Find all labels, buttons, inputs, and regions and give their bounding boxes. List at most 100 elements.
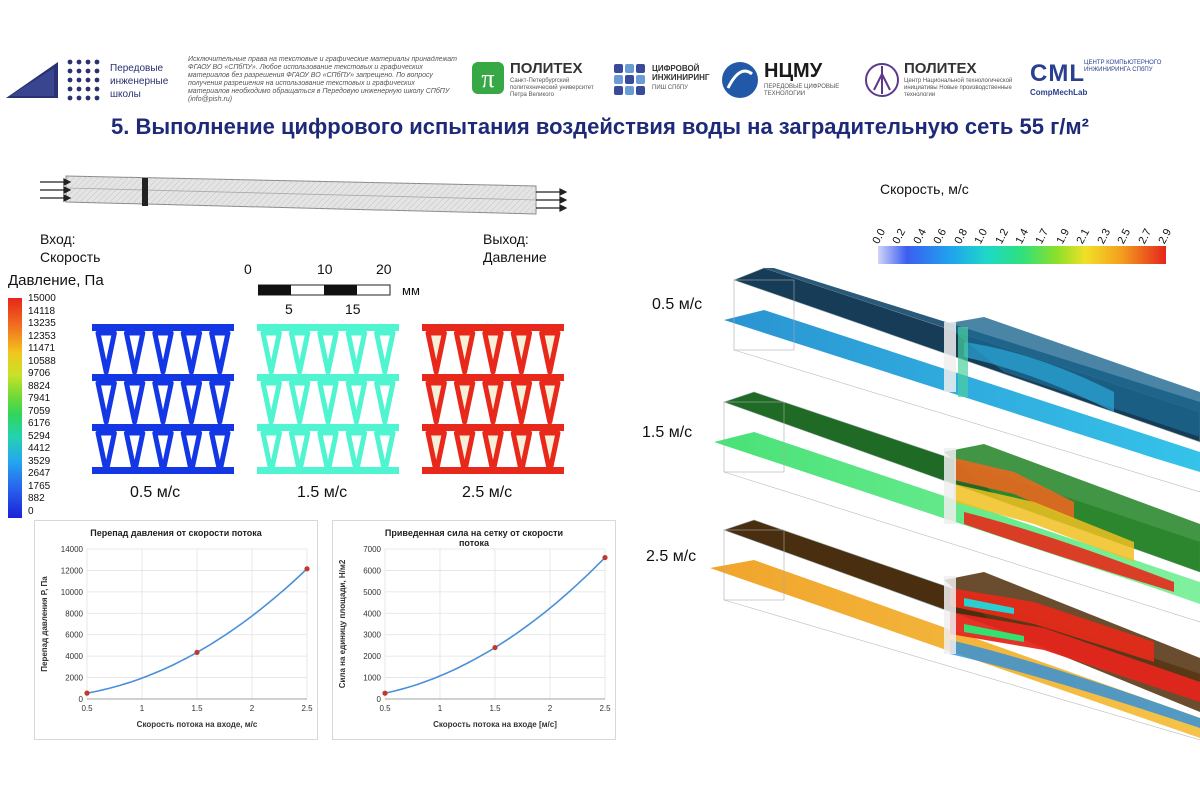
ncmu-logo-name: НЦМУ [764,60,823,82]
lattice-cell [180,380,203,425]
lattice-cell [123,380,146,425]
lattice-cell [95,430,117,474]
lattice-cell [123,430,146,474]
digital-engineering-logo-icon [614,64,645,95]
velocity-legend-value: 2.3 [1095,226,1113,246]
lattice-cell [260,330,282,375]
lattice-cell [539,330,561,375]
pressure-legend-value: 8824 [28,380,51,392]
lattice-cell [539,430,561,474]
velocity-legend-title: Скорость, м/с [880,181,969,197]
data-point [194,649,200,655]
x-tick-label: 1.5 [191,704,203,713]
velocity-legend-value: 0.4 [911,226,930,246]
pressure-legend-value: 7941 [28,393,51,404]
scale-tick-label: 10 [317,261,333,277]
lattice-cell [510,430,533,474]
pressure-legend-value: 11471 [28,343,56,354]
velocity-legend-value: 1.4 [1013,226,1032,246]
lattice-cell [209,430,231,474]
scale-tick-label: 5 [285,301,293,317]
y-tick-label: 4000 [65,652,83,661]
y-tick-label: 3000 [363,631,381,640]
x-tick-label: 2 [250,704,255,713]
velocity-legend-value: 2.7 [1135,226,1154,246]
lattice-cell [317,430,339,474]
net-force-chart: Приведенная сила на сетку от скорости по… [332,520,616,740]
y-tick-label: 8000 [65,609,83,618]
inlet-label: Вход: Скорость [40,230,100,266]
lattice-cell [288,330,311,375]
lattice-bar [422,374,564,381]
velocity-legend-value: 0.0 [870,226,889,246]
lattice-cell [425,380,447,425]
lattice-bar [257,324,399,331]
ncmu-logo-sub: ПЕРЕДОВЫЕ ЦИФРОВЫЕ ТЕХНОЛОГИИ [764,84,840,97]
lattice-blue [92,324,234,474]
data-point [492,644,498,651]
polytech-nti-sub: Центр Национальной технологической иници… [904,78,1013,98]
lattice-label: 0.5 м/с [130,484,181,501]
lattice-cell [260,430,282,474]
ncmu-logo-icon [722,62,758,98]
lattice-cell [317,330,339,375]
net-force-plot: 0 1000 2000 3000 4000 5000 6000 7000 0.5 1 1.5 2 2.5… [338,545,611,729]
pressure-legend-value: 14118 [28,305,56,317]
lattice-cell [288,430,311,474]
inlet-value: Скорость [40,249,101,265]
cml-logo-name: CML [1030,60,1085,87]
data-point [602,554,608,561]
x-tick-label: 1 [140,704,145,713]
lattice-cell [180,330,203,375]
pressure-legend-value: 13235 [28,318,56,329]
cml-logo-sub: ЦЕНТР КОМПЬЮТЕРНОГО ИНЖИНИРИНГА СПбПУ [1084,60,1162,73]
school-name-line: Передовые [110,63,164,74]
lattice-cell [482,330,504,375]
velocity-legend-value: 0.2 [890,226,909,246]
pressure-legend-value: 2647 [28,468,51,479]
y-tick-label: 1000 [363,674,381,683]
lattice-bar [92,424,234,431]
scale-tick-label: 20 [376,261,392,277]
lattice-bar [257,467,399,474]
lattice-cell [374,330,396,375]
outlet-value: Давление [483,249,547,265]
school-name-line: школы [110,89,141,100]
lattice-cell [345,430,368,474]
velocity-legend-value: 1.0 [972,226,991,246]
school-dots-logo-icon [67,59,100,101]
legal-notice: Исключительные права на текстовые и граф… [188,56,457,103]
velocity-legend-value: 2.9 [1156,226,1175,246]
lattice-red [422,324,564,474]
y-axis-label: Сила на единицу площади, Н/м2 [338,559,347,688]
y-axis-label: Перепад давления P, Па [40,576,49,672]
y-tick-label: 2000 [65,674,83,683]
lattice-cell [510,380,533,425]
inlet-title: Вход: [40,231,76,247]
lattice-cell [345,330,368,375]
lattice-cell [260,380,282,425]
lattice-cell [453,430,476,474]
school-name: Передовые инженерные школы [110,62,168,101]
lattice-cell [374,380,396,425]
lattice-cell [482,380,504,425]
sim-block-0-5 [724,267,1200,493]
sim-label: 2.5 м/с [646,548,697,565]
pressure-drop-plot: 0 2000 4000 6000 8000 10000 12000 14000 0.5 1 1.5 2… [40,545,313,729]
y-tick-label: 6000 [65,631,83,640]
x-tick-label: 0.5 [81,704,93,713]
velocity-legend-value: 1.9 [1054,226,1073,246]
pressure-legend-value: 1765 [28,480,51,492]
y-tick-label: 4000 [363,609,381,618]
pressure-legend-value: 882 [28,493,45,504]
pressure-legend-value: 3529 [28,455,51,467]
digital-engineering-name: ЦИФРОВОЙ ИНЖИНИРИНГ [652,64,710,82]
velocity-legend-value: 2.1 [1074,226,1093,246]
chart-title: Приведенная сила на сетку от скорости по… [384,528,564,548]
school-name-line: инженерные [110,76,169,87]
lattice-cell [209,380,231,425]
lattice-cyan [257,324,399,474]
x-tick-label: 0.5 [379,704,391,713]
pressure-colorbar [8,298,22,518]
lattice-cell [152,430,174,474]
